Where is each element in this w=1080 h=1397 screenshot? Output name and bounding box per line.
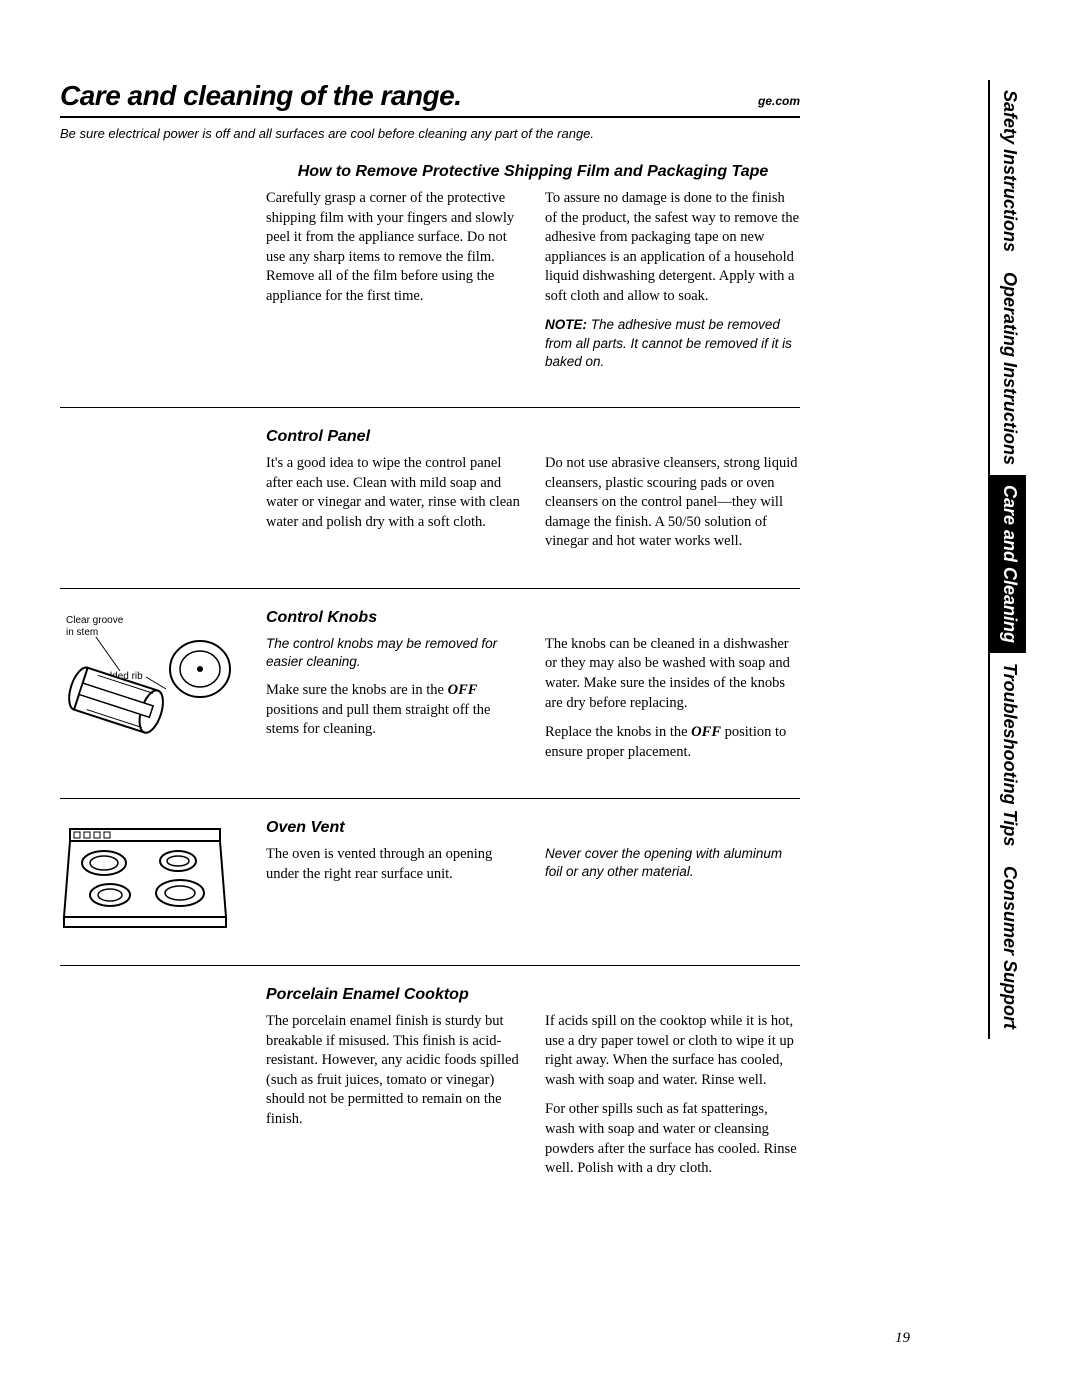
- note-label: NOTE:: [545, 317, 587, 332]
- title-row: Care and cleaning of the range. ge.com: [60, 80, 800, 118]
- section-heading: Control Panel: [266, 428, 800, 446]
- page-number: 19: [60, 1330, 920, 1347]
- section-heading: Oven Vent: [266, 819, 800, 837]
- page-title: Care and cleaning of the range.: [60, 80, 461, 112]
- section-control-knobs: Clear groove in stem Molded rib: [60, 609, 800, 799]
- tab-consumer-support[interactable]: Consumer Support: [988, 856, 1026, 1039]
- oven-illustration: [60, 819, 250, 939]
- section-control-panel: Control Panel It's a good idea to wipe t…: [60, 428, 800, 589]
- body-italic: Never cover the opening with aluminum fo…: [545, 845, 800, 881]
- sidebar-tabs: Safety Instructions Operating Instructio…: [988, 80, 1026, 1180]
- page-content: Care and cleaning of the range. ge.com B…: [0, 0, 860, 1275]
- section-porcelain-cooktop: Porcelain Enamel Cooktop The porcelain e…: [60, 986, 800, 1215]
- knob-illustration: Clear groove in stem Molded rib: [60, 609, 250, 772]
- svg-text:in stem: in stem: [66, 627, 98, 638]
- body-text: Carefully grasp a corner of the protecti…: [266, 189, 521, 306]
- body-text: Make sure the knobs are in the OFF posit…: [266, 681, 521, 740]
- body-text: The knobs can be cleaned in a dishwasher…: [545, 635, 800, 713]
- illus-label: Clear groove: [66, 615, 124, 626]
- body-text: The oven is vented through an opening un…: [266, 845, 521, 884]
- intro-text: Be sure electrical power is off and all …: [60, 126, 800, 141]
- tab-operating[interactable]: Operating Instructions: [988, 262, 1026, 475]
- body-text: The porcelain enamel finish is sturdy bu…: [266, 1012, 521, 1129]
- tab-safety[interactable]: Safety Instructions: [988, 80, 1026, 262]
- tab-troubleshooting[interactable]: Troubleshooting Tips: [988, 653, 1026, 856]
- brand-url: ge.com: [758, 94, 800, 108]
- body-text: If acids spill on the cooktop while it i…: [545, 1012, 800, 1090]
- body-text: For other spills such as fat spatterings…: [545, 1100, 800, 1178]
- section-heading: Control Knobs: [266, 609, 800, 627]
- section-oven-vent: Oven Vent The oven is vented through an …: [60, 819, 800, 966]
- section-heading: Porcelain Enamel Cooktop: [266, 986, 800, 1004]
- tab-care-cleaning[interactable]: Care and Cleaning: [988, 475, 1026, 653]
- section-shipping-film: How to Remove Protective Shipping Film a…: [60, 163, 800, 408]
- body-text: To assure no damage is done to the finis…: [545, 189, 800, 306]
- note-text: NOTE: The adhesive must be removed from …: [545, 316, 800, 371]
- body-text: It's a good idea to wipe the control pan…: [266, 454, 521, 532]
- body-italic: The control knobs may be removed for eas…: [266, 635, 521, 671]
- body-text: Replace the knobs in the OFF position to…: [545, 723, 800, 762]
- section-heading: How to Remove Protective Shipping Film a…: [266, 163, 800, 181]
- body-text: Do not use abrasive cleansers, strong li…: [545, 454, 800, 552]
